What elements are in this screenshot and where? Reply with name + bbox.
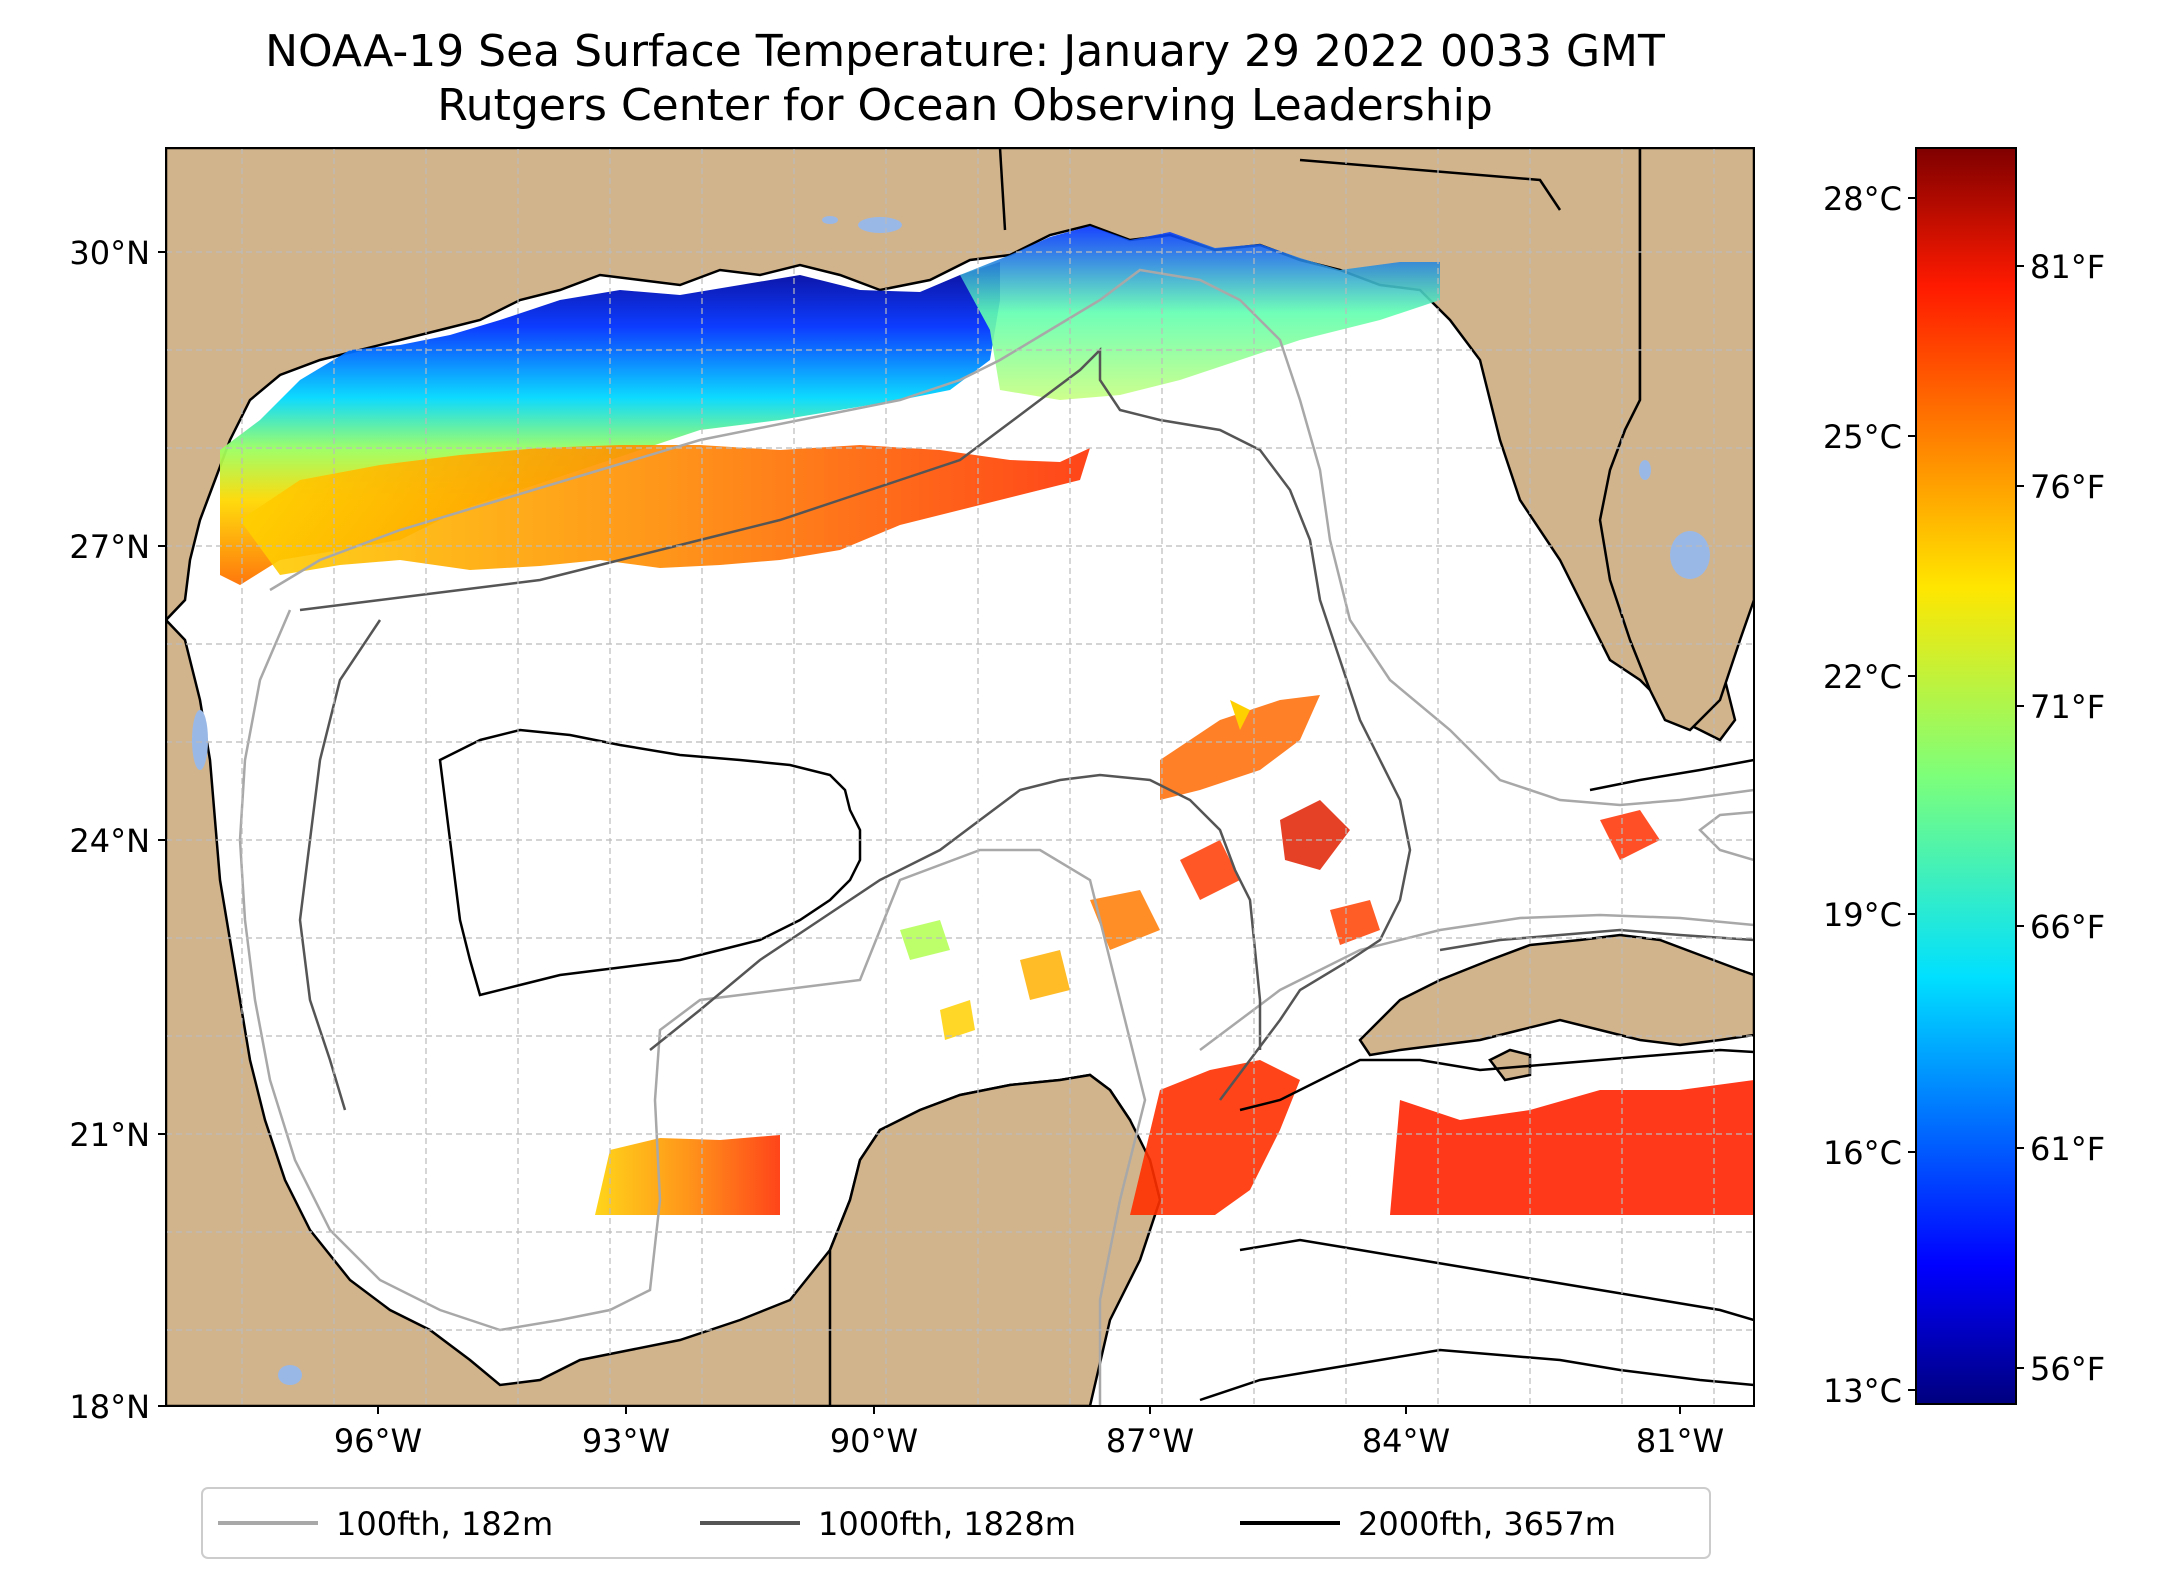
legend-label-1000fth: 1000fth, 1828m <box>818 1505 1076 1543</box>
colorbar-f-label-61: 61°F <box>2030 1130 2105 1168</box>
lat-label-18N: 18°N <box>69 1388 150 1426</box>
lat-label-30N: 30°N <box>69 234 150 272</box>
colorbar-c-label-16: 16°C <box>1823 1134 1902 1172</box>
gridlines <box>166 148 1754 1406</box>
colorbar-f-label-71: 71°F <box>2030 688 2105 726</box>
map-area <box>166 148 1754 1406</box>
lakes <box>192 216 1710 1385</box>
colorbar-f-label-66: 66°F <box>2030 908 2105 946</box>
colorbar-c-label-28: 28°C <box>1823 180 1902 218</box>
lon-label-93W: 93°W <box>582 1422 670 1460</box>
colorbar-gradient <box>1915 147 2017 1405</box>
lon-label-81W: 81°W <box>1636 1422 1724 1460</box>
lon-label-84W: 84°W <box>1362 1422 1450 1460</box>
contour-100fth <box>238 268 1754 1406</box>
lat-ticks <box>158 251 166 1407</box>
legend-label-2000fth: 2000fth, 3657m <box>1358 1505 1616 1543</box>
colorbar-f-label-81: 81°F <box>2030 248 2105 286</box>
lon-labels: 96°W 93°W 90°W 87°W 84°W 81°W <box>334 1422 1724 1460</box>
colorbar-c-label-19: 19°C <box>1823 896 1902 934</box>
lon-label-96W: 96°W <box>334 1422 422 1460</box>
colorbar-f-label-56: 56°F <box>2030 1350 2105 1388</box>
map-frame <box>165 147 1755 1407</box>
legend-item-100fth: 100fth, 182m <box>218 1505 553 1543</box>
legend-label-100fth: 100fth, 182m <box>336 1505 553 1543</box>
colorbar-c-label-13: 13°C <box>1823 1372 1902 1410</box>
colorbar-f-label-76: 76°F <box>2030 468 2105 506</box>
contour-1000fth <box>298 346 1754 1111</box>
lat-labels: 30°N 27°N 24°N 21°N 18°N <box>69 234 150 1426</box>
legend-item-2000fth: 2000fth, 3657m <box>1240 1505 1616 1543</box>
colorbar-c-label-22: 22°C <box>1823 658 1902 696</box>
lon-ticks <box>377 1406 1681 1414</box>
legend-item-1000fth: 1000fth, 1828m <box>700 1505 1076 1543</box>
legend-box <box>201 1487 1711 1559</box>
lon-label-90W: 90°W <box>830 1422 918 1460</box>
legend: 100fth, 182m 1000fth, 1828m 2000fth, 365… <box>201 1487 1711 1559</box>
chart-subtitle: Rutgers Center for Ocean Observing Leade… <box>437 80 1493 131</box>
land <box>166 148 1754 1406</box>
colorbar-c-label-25: 25°C <box>1823 418 1902 456</box>
colorbar: 28°C 25°C 22°C 19°C 16°C 13°C 81°F 76°F … <box>1823 147 2105 1410</box>
lat-label-27N: 27°N <box>69 528 150 566</box>
lon-label-87W: 87°W <box>1106 1422 1194 1460</box>
lat-label-21N: 21°N <box>69 1116 150 1154</box>
contour-2000fth <box>438 148 1754 1402</box>
chart-title: NOAA-19 Sea Surface Temperature: January… <box>265 26 1665 77</box>
lat-label-24N: 24°N <box>69 822 150 860</box>
